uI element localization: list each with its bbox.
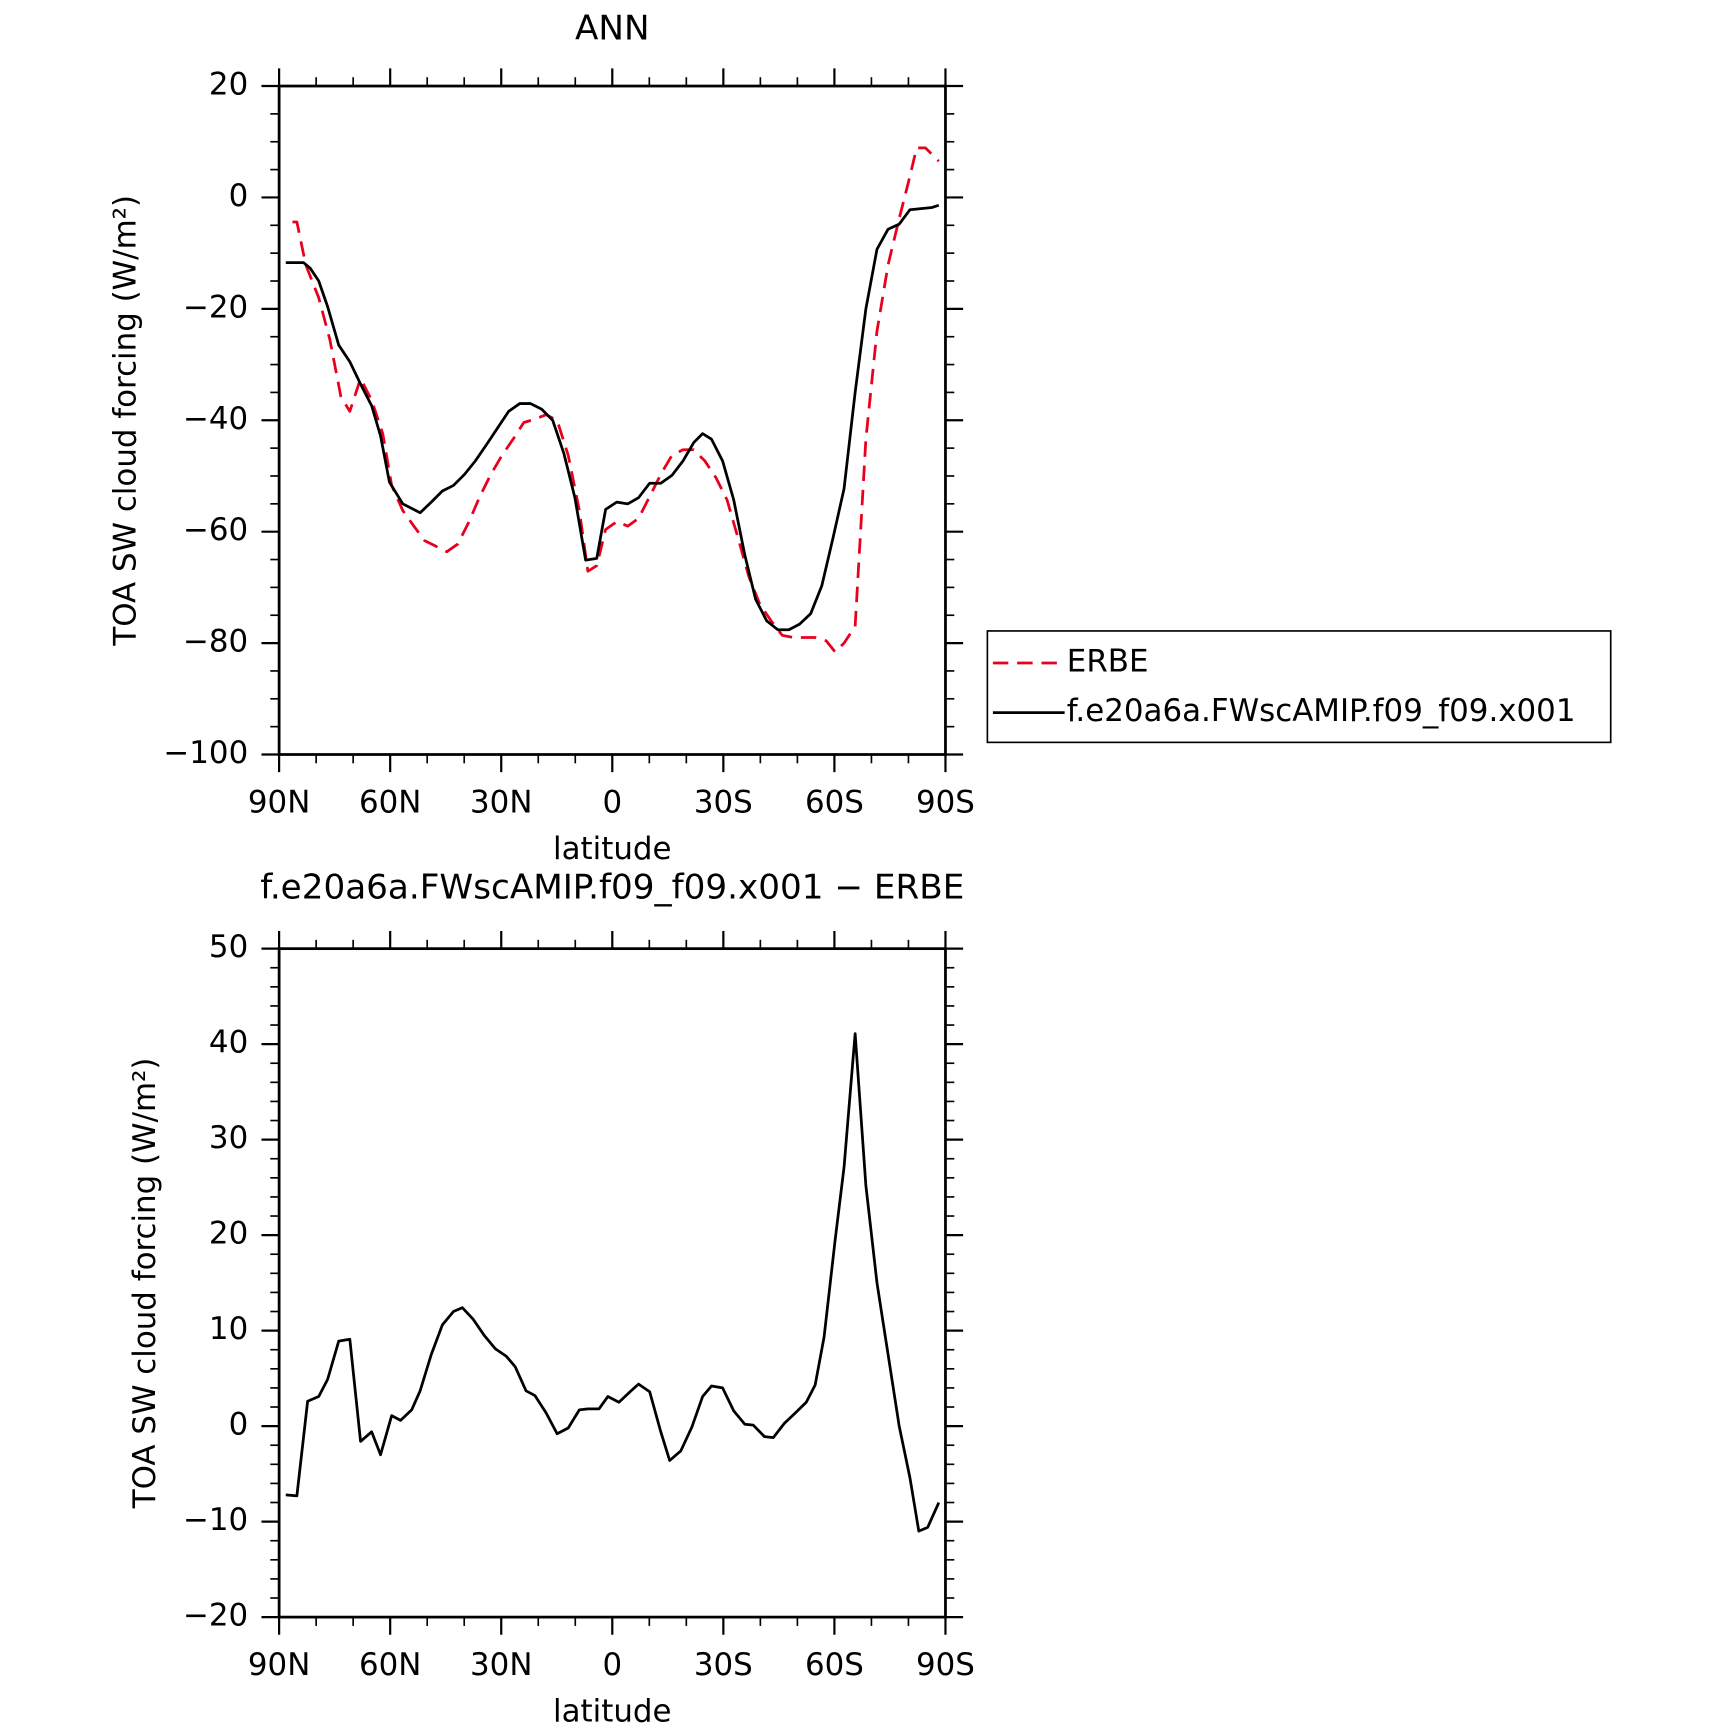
y-tick-label: −10 <box>183 1502 248 1538</box>
chart-title: f.e20a6a.FWscAMIP.f09_f09.x001 − ERBE <box>260 868 964 908</box>
x-tick-label: 90N <box>248 785 310 821</box>
x-tick-label: 60N <box>359 1647 421 1683</box>
plot-frame <box>277 947 947 1619</box>
y-tick-label: −40 <box>183 401 248 437</box>
y-tick-label: −100 <box>163 735 248 771</box>
x-tick-label: 90S <box>916 785 975 821</box>
legend-label: f.e20a6a.FWscAMIP.f09_f09.x001 <box>1067 693 1576 729</box>
x-tick-label: 60S <box>805 1647 864 1683</box>
plot-frame <box>277 84 947 756</box>
x-tick-label: 90S <box>916 1647 975 1683</box>
chart-title: ANN <box>575 8 650 48</box>
data-line <box>285 1032 941 1533</box>
x-tick-label: 30S <box>694 785 753 821</box>
data-line <box>285 203 940 632</box>
data-line <box>292 146 940 654</box>
x-tick-label: 30N <box>470 785 532 821</box>
y-tick-label: −20 <box>183 289 248 325</box>
x-axis-label: latitude <box>553 831 671 867</box>
x-tick-label: 60S <box>805 785 864 821</box>
y-tick-label: 0 <box>229 178 249 214</box>
y-tick-label: 20 <box>209 67 248 103</box>
y-tick-label: 50 <box>209 929 248 965</box>
y-tick-label: −60 <box>183 512 248 548</box>
y-tick-label: 0 <box>229 1407 249 1443</box>
y-axis-label: TOA SW cloud forcing (W/m²) <box>107 195 143 647</box>
x-tick-label: 90N <box>248 1647 310 1683</box>
x-tick-label: 60N <box>359 785 421 821</box>
legend-label: ERBE <box>1067 643 1149 679</box>
x-tick-label: 0 <box>602 785 622 821</box>
legend-box <box>986 630 1612 744</box>
y-tick-label: 20 <box>209 1216 248 1252</box>
y-tick-label: −80 <box>183 624 248 660</box>
y-tick-label: −20 <box>183 1598 248 1634</box>
y-tick-label: 30 <box>209 1120 248 1156</box>
y-tick-label: 40 <box>209 1025 248 1061</box>
x-tick-label: 30N <box>470 1647 532 1683</box>
x-tick-label: 0 <box>602 1647 622 1683</box>
x-tick-label: 30S <box>694 1647 753 1683</box>
y-tick-label: 10 <box>209 1311 248 1347</box>
y-axis-label: TOA SW cloud forcing (W/m²) <box>127 1058 163 1510</box>
x-axis-label: latitude <box>553 1694 671 1723</box>
